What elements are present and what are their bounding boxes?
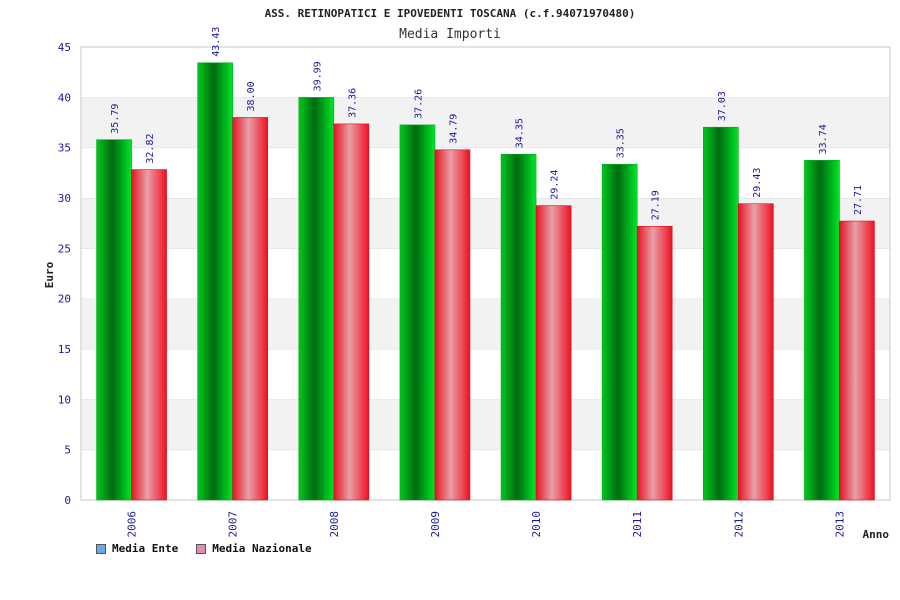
y-axis-label: Euro [43, 261, 56, 288]
bar-media-ente [197, 62, 233, 501]
bar-media-ente [601, 163, 638, 501]
bar-media-ente [703, 126, 739, 501]
x-tick-label: 2012 [732, 511, 745, 538]
bar-value-label: 32.82 [145, 134, 156, 164]
legend-label-media-nazionale: Media Nazionale [212, 542, 312, 555]
x-tick-label: 2010 [530, 511, 543, 538]
x-axis-label: Anno [863, 528, 890, 541]
legend-swatch-media-nazionale [196, 543, 207, 554]
y-tick-label: 5 [64, 444, 71, 457]
bar-value-label: 29.43 [752, 168, 763, 198]
legend-item-media-ente: Media Ente [96, 542, 178, 555]
bar-value-label: 29.24 [550, 170, 561, 200]
bars: 35.79 32.82 43.43 38.00 39.99 37.36 37.26 34.79… [96, 27, 875, 501]
y-tick-label: 25 [58, 242, 71, 255]
bar-media-nazionale [131, 169, 167, 501]
bar-media-nazionale [738, 203, 774, 501]
bar-value-label: 37.03 [717, 91, 728, 121]
y-tick-label: 35 [58, 142, 71, 155]
y-tick-label: 0 [64, 494, 71, 507]
legend-swatch-media-ente [96, 543, 106, 554]
bar-value-label: 33.35 [616, 128, 627, 158]
x-tick-label: 2013 [833, 511, 846, 538]
y-axis-ticks: 0 5 10 15 20 25 30 35 40 45 [58, 41, 71, 507]
bar-media-ente [298, 97, 335, 501]
bar-media-nazionale [535, 205, 572, 501]
bar-value-label: 37.36 [347, 88, 358, 118]
x-tick-label: 2009 [429, 511, 442, 538]
x-axis-ticks: 2006 2007 2008 2009 2010 2011 2012 2013 [126, 511, 847, 538]
legend-item-media-nazionale: Media Nazionale [196, 542, 312, 555]
x-tick-label: 2011 [631, 511, 644, 538]
y-tick-label: 30 [58, 192, 71, 205]
bar-media-ente [399, 124, 436, 501]
bar-media-nazionale [434, 149, 471, 501]
bar-media-nazionale [333, 123, 370, 501]
bar-value-label: 34.35 [515, 118, 526, 148]
chart-title: ASS. RETINOPATICI E IPOVEDENTI TOSCANA (… [265, 7, 636, 20]
bar-value-label: 35.79 [110, 104, 121, 134]
bar-media-ente [96, 139, 132, 501]
bar-media-ente [500, 153, 537, 501]
bar-media-ente [804, 160, 840, 501]
bar-value-label: 38.00 [246, 81, 257, 111]
legend-label-media-ente: Media Ente [112, 542, 179, 555]
x-tick-label: 2008 [328, 511, 341, 538]
chart-subtitle: Media Importi [399, 27, 501, 42]
legend: Media Ente Media Nazionale [96, 542, 312, 555]
bar-value-label: 27.19 [651, 190, 662, 220]
bar-value-label: 33.74 [818, 124, 829, 154]
x-tick-label: 2007 [227, 511, 240, 538]
y-tick-label: 15 [58, 343, 71, 356]
bar-media-nazionale [839, 220, 875, 501]
y-tick-label: 45 [58, 41, 71, 54]
x-tick-label: 2006 [126, 511, 139, 538]
bar-media-nazionale [232, 117, 268, 501]
bar-value-label: 39.99 [312, 61, 323, 91]
bar-value-label: 43.43 [211, 27, 222, 57]
y-tick-label: 40 [58, 91, 71, 104]
bar-value-label: 37.26 [413, 89, 424, 119]
plot-area [80, 46, 891, 501]
y-tick-label: 10 [58, 393, 71, 406]
bar-value-label: 27.71 [853, 185, 864, 215]
y-tick-label: 20 [58, 293, 71, 306]
bar-media-nazionale [636, 225, 673, 501]
bar-value-label: 34.79 [448, 114, 459, 144]
